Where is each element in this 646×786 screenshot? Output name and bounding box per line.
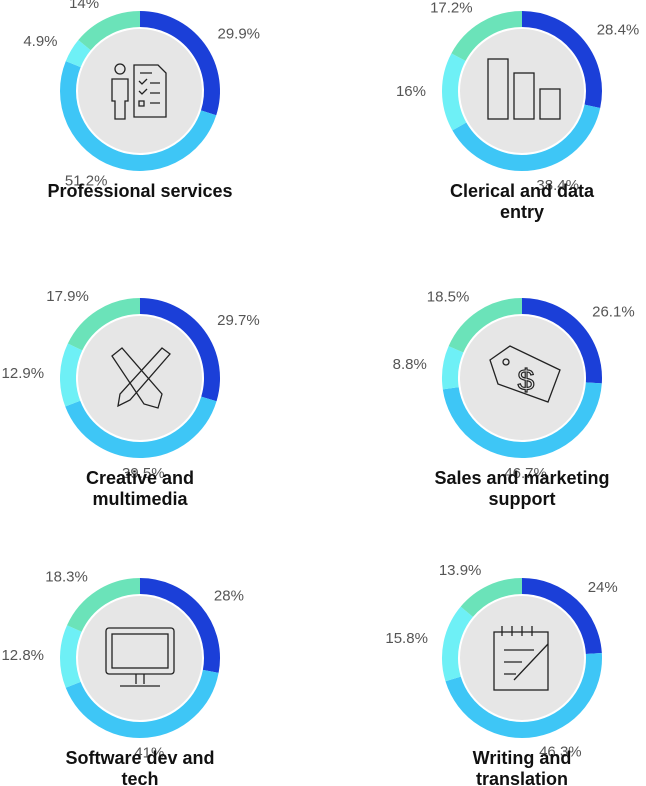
donut-segment (442, 346, 464, 390)
chart-title: Software dev and tech (65, 748, 215, 786)
value-label: 12.8% (1, 647, 44, 664)
value-label: 29.9% (217, 25, 260, 42)
icon-shape (120, 674, 160, 687)
value-label: 16% (396, 83, 426, 100)
center-disc (460, 29, 584, 153)
value-label: 39.5% (122, 465, 165, 482)
donut-segment (60, 61, 217, 171)
icon (111, 63, 167, 120)
donut-segment (442, 606, 474, 682)
icon-shape (133, 64, 167, 118)
donut-segment (139, 11, 220, 116)
icon-shape (114, 63, 126, 75)
donut-segment (521, 11, 602, 108)
icon-shape (501, 626, 549, 681)
donut-segment (67, 298, 141, 351)
value-label: 28.4% (597, 22, 640, 39)
value-label: 51.2% (65, 172, 108, 189)
donut-segment (139, 298, 220, 402)
donut-chart: 26.1% 46.7% 8.8% 18.5% $ (393, 289, 635, 482)
value-label: 15.8% (385, 630, 428, 647)
donut-segment (460, 578, 523, 618)
value-label: 18.3% (45, 568, 88, 585)
donut-segment (65, 669, 219, 738)
chart-title: Clerical and data entry (449, 181, 595, 222)
donut-chart: 24% 46.3% 15.8% 13.9% (385, 562, 617, 760)
center-disc (78, 29, 202, 153)
value-label: 14% (69, 0, 99, 12)
value-label: 46.7% (504, 465, 547, 482)
icon (493, 626, 549, 691)
value-label: 46.3% (539, 743, 582, 760)
center-disc (78, 596, 202, 720)
icon-shape (117, 347, 171, 408)
chart-title: Creative and multimedia (85, 468, 195, 509)
donut-segment (448, 298, 523, 353)
icon-shape (513, 72, 535, 120)
chart-title: Writing and translation (472, 748, 572, 786)
icon (487, 58, 561, 120)
donut-segment (60, 343, 83, 407)
value-label: 41% (134, 745, 164, 762)
value-label: 28% (214, 588, 244, 605)
icon-shape (111, 347, 163, 409)
donut-segment (451, 11, 523, 62)
icon-shape (502, 358, 510, 366)
icon-shape (111, 78, 129, 120)
chart-title: Professional services (47, 181, 233, 201)
icon-shape (138, 72, 160, 107)
value-label: 29.7% (217, 312, 260, 329)
donut-chart: 29.7% 39.5% 12.9% 17.9% (2, 288, 260, 482)
icon-shape (111, 633, 169, 669)
donut-segment (442, 53, 467, 131)
value-label: 38.4% (536, 177, 579, 194)
donut-segment (78, 11, 141, 51)
icon-shape (487, 58, 509, 120)
donut-segment (67, 578, 141, 633)
donut-segment (521, 578, 602, 655)
icon-shape (539, 88, 561, 120)
icon (105, 627, 175, 687)
value-label: 8.8% (393, 356, 427, 373)
donut-segment (60, 625, 82, 688)
center-disc (460, 316, 584, 440)
donut-segment (521, 298, 602, 384)
center-disc (78, 316, 202, 440)
center-disc (460, 596, 584, 720)
icon: $ (489, 345, 561, 403)
donut-segment (65, 396, 217, 458)
donut-segment (65, 40, 91, 68)
value-label: 24% (588, 579, 618, 596)
donut-chart: 29.9% 51.2% 4.9% 14% (23, 0, 260, 189)
value-label: 18.5% (427, 289, 470, 306)
value-label: 4.9% (23, 33, 57, 50)
value-label: 12.9% (2, 365, 45, 382)
value-label: 13.9% (439, 562, 482, 579)
icon-shape (105, 627, 175, 675)
icon (111, 347, 171, 409)
donut-segment (452, 104, 601, 171)
donut-segment (139, 578, 220, 673)
value-label: 17.2% (430, 0, 473, 17)
donut-chart: 28% 41% 12.8% 18.3% (1, 568, 243, 761)
value-label: 26.1% (592, 303, 635, 320)
chart-title: Sales and marketing support (434, 468, 610, 509)
icon-shape (489, 345, 561, 403)
donut-segment (442, 382, 602, 458)
donut-chart: 28.4% 38.4% 16% 17.2% (396, 0, 639, 194)
value-label: 17.9% (46, 288, 89, 305)
donut-segment (445, 652, 602, 738)
icon-shape: $ (518, 364, 535, 397)
icon-shape (493, 631, 549, 691)
